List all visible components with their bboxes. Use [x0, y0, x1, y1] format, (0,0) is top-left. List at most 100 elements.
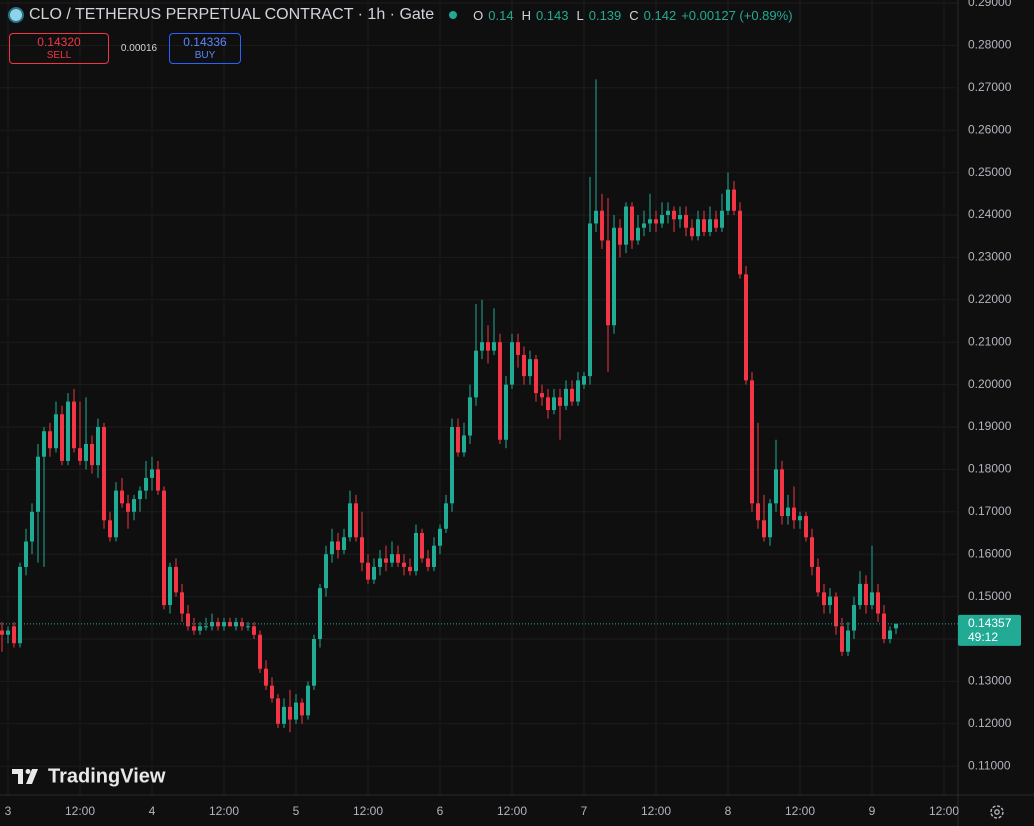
candle-body [101, 427, 106, 521]
candle-body [486, 342, 491, 351]
candle-body [461, 435, 466, 453]
candle-body [564, 388, 569, 406]
candle-body [858, 583, 863, 606]
candle-body [299, 702, 304, 716]
x-tick-label: 12:00 [209, 804, 239, 818]
candle-body [197, 626, 202, 631]
y-tick-label: 0.23000 [968, 250, 1012, 264]
candle-body [648, 219, 653, 224]
candle-body [137, 490, 142, 500]
candle-body [804, 516, 809, 538]
y-tick-label: 0.26000 [968, 122, 1012, 136]
candle-body [534, 359, 539, 394]
y-tick-label: 0.11000 [968, 758, 1011, 772]
candle-body [173, 566, 178, 593]
ohlc-label: L [576, 7, 584, 23]
candle-body [822, 592, 827, 606]
candle-body [630, 206, 635, 241]
candle-body [89, 443, 94, 466]
legend-header: CLO / TETHERUS PERPETUAL CONTRACT · 1h ·… [8, 6, 793, 24]
candle-body [59, 414, 64, 461]
candle-body [95, 427, 100, 466]
y-tick-label: 0.21000 [968, 334, 1012, 348]
grid [0, 0, 958, 795]
y-tick-label: 0.13000 [968, 674, 1012, 688]
candle-body [774, 469, 779, 504]
candle-body [131, 499, 136, 512]
y-tick-label: 0.29000 [968, 0, 1012, 9]
candle-body [678, 215, 683, 220]
candle-body [227, 622, 232, 627]
candle-body [780, 469, 785, 517]
candle-body [29, 511, 34, 542]
candle-body [437, 528, 442, 546]
logo [12, 769, 38, 784]
candle-body [263, 668, 268, 686]
y-tick-label: 0.27000 [968, 80, 1012, 94]
candle-body [594, 210, 599, 224]
candle-body [762, 520, 767, 538]
candle-body [425, 558, 430, 567]
candle-body [359, 537, 364, 563]
y-tick-label: 0.18000 [968, 462, 1012, 476]
candle-body [287, 706, 292, 720]
candle-body [516, 342, 521, 355]
sell-price: 0.14320 [37, 34, 81, 49]
candle-body [558, 397, 563, 406]
candle-body [449, 427, 454, 504]
candle-body [41, 431, 46, 457]
candle-body [455, 427, 460, 453]
candle-body [161, 490, 166, 606]
candle-body [786, 507, 791, 517]
candle-body [221, 622, 226, 627]
sell-label: SELL [46, 49, 72, 61]
candle-body [714, 219, 719, 228]
y-tick-label: 0.15000 [968, 589, 1012, 603]
status-dot [449, 11, 458, 19]
y-tick-label: 0.24000 [968, 207, 1012, 221]
y-tick-label: 0.22000 [968, 292, 1012, 306]
sell-button[interactable]: 0.14320 SELL [9, 33, 109, 64]
candle-body [666, 210, 671, 216]
price-tag-countdown: 49:12 [968, 630, 998, 644]
candle-body [846, 630, 851, 652]
candle-body [852, 605, 857, 631]
candle-body [756, 503, 761, 521]
candle-body [329, 541, 334, 555]
candle-body [323, 554, 328, 589]
candle-body [816, 566, 821, 593]
candle-body [203, 626, 208, 628]
candle-body [293, 702, 298, 720]
candle-body [47, 431, 52, 449]
candle-body [167, 566, 172, 606]
candle-body [149, 469, 154, 478]
candle-body [690, 227, 695, 237]
candle-body [498, 342, 503, 440]
candle-body [245, 626, 250, 628]
candle-body [179, 592, 184, 614]
buy-button[interactable]: 0.14336 BUY [169, 33, 241, 64]
candle-body [672, 210, 677, 220]
symbol-icon [8, 7, 24, 23]
candle-body [624, 206, 629, 245]
candle-body [71, 401, 76, 449]
trade-buttons: 0.14320 SELL 0.00016 0.14336 BUY [9, 33, 241, 64]
y-tick-label: 0.19000 [968, 419, 1012, 433]
ohlc-value: 0.142 [643, 7, 677, 23]
candle-body [215, 622, 220, 627]
x-tick-label: 12:00 [785, 804, 815, 818]
candle-body [522, 354, 527, 377]
candle-body [798, 516, 803, 521]
candle-body [894, 623, 899, 629]
settings-icon[interactable] [990, 805, 1004, 819]
candle-body [467, 397, 472, 436]
candle-body [588, 223, 593, 377]
candle-body [371, 566, 376, 580]
candle-body [882, 613, 887, 640]
y-tick-label: 0.28000 [968, 38, 1012, 52]
candle-body [269, 685, 274, 699]
candle-body [185, 613, 190, 627]
y-tick-label: 0.12000 [968, 716, 1012, 730]
candle-body [419, 533, 424, 559]
